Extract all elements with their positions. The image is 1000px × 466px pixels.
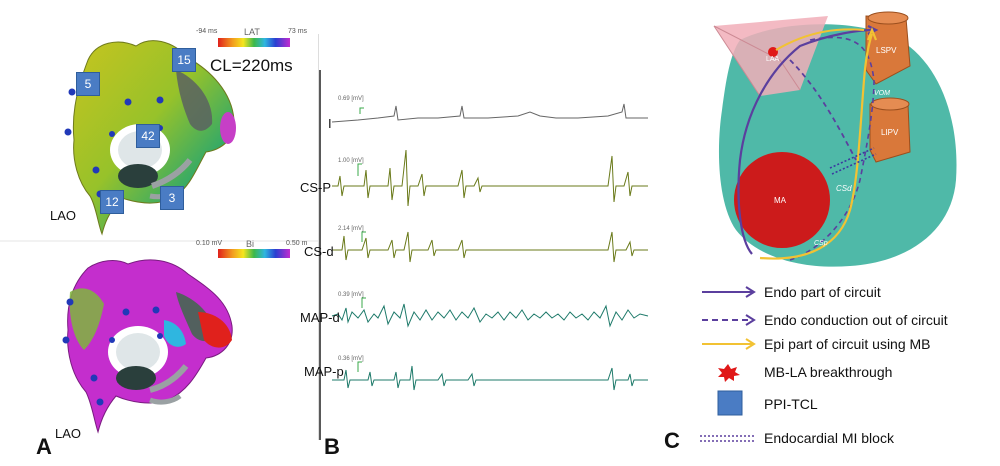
bi-scale-label: Bi [246,239,255,249]
bi-scale-min: 0.10 mV [196,240,223,247]
legend-item-mi-block: Endocardial MI block [696,428,894,448]
legend-item-endo: Endo part of circuit [696,282,881,302]
lipv-shape [869,97,911,163]
cycle-length-label: CL=220ms [210,56,293,75]
lat-map-image [0,38,318,434]
channel-scale-i: 0.69 [mV] [338,96,364,102]
channel-label-cs-d: CS-d [304,244,334,259]
dashed-purple-arrow-icon [702,314,756,326]
ppi-square-3: 3 [160,186,184,210]
legend-label-mi-block: Endocardial MI block [764,430,894,446]
channel-label-map-d: MAP-d [300,310,340,325]
label-csp: CSp [814,240,828,247]
channel-label-cs-p: CS-P [300,180,332,195]
label-laa: LAA [766,56,780,63]
ppi-square-15: 15 [172,48,196,72]
legend-item-breakthrough: MB-LA breakthrough [696,362,892,382]
legend-label-ppi: PPI-TCL [764,396,818,412]
label-lipv: LIPV [881,128,899,137]
egm-traces [318,34,649,440]
panel-c: LAA LSPV LIPV VOM MA CSd CSp Endo part o… [660,0,1000,466]
channel-label-map-p: MAP-p [304,364,344,379]
legend-item-endo-out: Endo conduction out of circuit [696,310,948,330]
view-label-top: LAO [50,208,77,223]
ppi-square-42: 42 [136,124,160,148]
panel-b: I 0.69 [mV] CS-P 1.00 [mV] CS-d 2.14 [mV… [300,0,660,466]
mitral-annulus [734,152,830,248]
yellow-arrow-icon [702,338,756,350]
bi-colorbar [218,249,290,258]
channel-scale-cs-d: 2.14 [mV] [338,226,364,232]
legend-item-ppi: PPI-TCL [696,390,818,416]
legend-label-endo: Endo part of circuit [764,284,881,300]
dotted-double-line-icon [700,435,754,442]
panel-letter-a: A [36,434,52,459]
label-vom: VOM [874,90,890,97]
lat-colorbar [218,38,290,47]
lat-scale-max: 73 ms [288,28,308,35]
view-label-bottom: LAO [55,426,82,441]
legend-item-epi: Epi part of circuit using MB [696,334,931,354]
panel-letter-b: B [324,434,340,459]
mb-la-breakthrough-star [768,47,778,57]
lat-scale-min: -94 ms [196,28,218,35]
legend-label-breakthrough: MB-LA breakthrough [764,364,893,380]
label-lspv: LSPV [876,46,897,55]
red-star-icon [718,364,740,382]
blue-square-icon [717,390,743,416]
ppi-square-12: 12 [100,190,124,214]
panel-letter-c: C [664,428,680,453]
label-ma: MA [774,196,786,205]
lat-scale-label: LAT [244,27,260,37]
legend-label-endo-out: Endo conduction out of circuit [764,312,948,328]
label-csd: CSd [836,184,852,193]
solid-purple-arrow-icon [702,286,756,298]
circuit-diagram [713,11,957,267]
legend-label-epi: Epi part of circuit using MB [764,336,931,352]
channel-scale-map-d: 0.39 [mV] [338,292,364,298]
panel-a: -94 ms LAT 73 ms 0.10 mV Bi 0.50 m CL=22… [0,0,318,466]
bi-scale-max: 0.50 m [286,240,308,247]
channel-scale-cs-p: 1.00 [mV] [338,158,364,164]
channel-label-i: I [328,116,332,131]
channel-scale-map-p: 0.36 [mV] [338,356,364,362]
ppi-square-5: 5 [76,72,100,96]
